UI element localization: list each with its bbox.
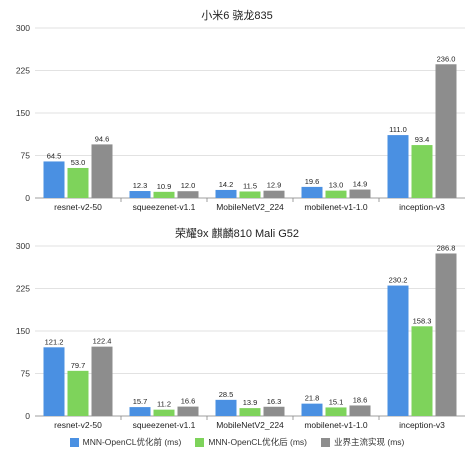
chart-2-bar-resnet-v2-50-s2 [67, 370, 89, 416]
chart-1-bar-mobilenetv2-224-s2 [239, 191, 261, 198]
chart-1-bar-mobilenet-v1-1-0-s3 [349, 189, 371, 198]
chart-1-y-tick-label-75: 75 [21, 151, 31, 161]
chart-1-bar-mobilenet-v1-1-0-s1 [301, 186, 323, 198]
chart-1-data-label-mobilenet-v1-1-0-s2: 13.0 [329, 181, 344, 190]
chart-2-bar-mobilenetv2-224-s3 [263, 406, 285, 416]
chart-1-data-label-squeezenet-v1-1-s1: 12.3 [133, 181, 148, 190]
chart-1-category-label-squeezenet-v1-1: squeezenet-v1.1 [133, 202, 196, 212]
chart-1-category-label-mobilenetv2-224: MobileNetV2_224 [216, 202, 284, 212]
chart-1-data-label-mobilenet-v1-1-0-s3: 14.9 [353, 180, 368, 189]
chart-1-data-label-mobilenetv2-224-s1: 14.2 [219, 180, 234, 189]
chart-1-category-label-inception-v3: inception-v3 [399, 202, 445, 212]
legend-label-mainstream: 业界主流实现 (ms) [334, 437, 405, 447]
legend-item-mainstream: 业界主流实现 (ms) [321, 436, 404, 448]
chart-2-category-label-resnet-v2-50: resnet-v2-50 [54, 420, 102, 430]
chart-1-data-label-squeezenet-v1-1-s3: 12.0 [181, 181, 196, 190]
chart-2-y-tick-label-300: 300 [16, 241, 30, 251]
chart-2-bar-inception-v3-s1 [387, 285, 409, 416]
legend-item-before: MNN-OpenCL优化前 (ms) [69, 436, 182, 448]
chart-2-data-label-inception-v3-s1: 230.2 [389, 276, 408, 285]
chart-2-y-tick-label-0: 0 [25, 411, 30, 421]
chart-1-data-label-resnet-v2-50-s1: 64.5 [47, 151, 62, 160]
legend-label-before: MNN-OpenCL优化前 (ms) [82, 437, 182, 447]
chart-2-bar-mobilenetv2-224-s1 [215, 399, 237, 416]
chart-2-data-label-resnet-v2-50-s1: 121.2 [45, 337, 64, 346]
chart-2-bar-resnet-v2-50-s3 [91, 346, 113, 416]
chart-2-data-label-inception-v3-s2: 158.3 [413, 316, 432, 325]
chart-2-data-label-squeezenet-v1-1-s3: 16.6 [181, 397, 196, 406]
chart-2-data-label-resnet-v2-50-s2: 79.7 [71, 361, 86, 370]
chart-2: 0 75 150 225 300 121.2 79.7 122.4 resnet-v2-50 15… [16, 241, 465, 430]
chart-1-bar-squeezenet-v1-1-s3 [177, 191, 199, 198]
chart-1-data-label-resnet-v2-50-s2: 53.0 [71, 158, 86, 167]
chart-1-bar-mobilenetv2-224-s3 [263, 190, 285, 198]
chart-2-bar-squeezenet-v1-1-s3 [177, 406, 199, 416]
chart-1-bar-squeezenet-v1-1-s1 [129, 191, 151, 198]
chart-1-category-label-mobilenet-v1-1-0: mobilenet-v1-1.0 [304, 202, 368, 212]
chart-2-y-tick-label-75: 75 [21, 369, 31, 379]
legend-swatch-mainstream [321, 437, 331, 447]
chart-1-data-label-mobilenet-v1-1-0-s1: 19.6 [305, 177, 320, 186]
chart-1-data-label-inception-v3-s1: 111.0 [389, 125, 407, 134]
chart-2-data-label-inception-v3-s3: 286.8 [437, 243, 456, 252]
chart-2-data-label-mobilenet-v1-1-0-s1: 21.8 [305, 394, 320, 403]
chart-1-y-tick-label-0: 0 [25, 193, 30, 203]
chart-1-bar-resnet-v2-50-s2 [67, 167, 89, 198]
chart-1-bar-inception-v3-s3 [435, 64, 457, 198]
chart-1-bar-squeezenet-v1-1-s2 [153, 191, 175, 198]
chart-2-category-label-mobilenet-v1-1-0: mobilenet-v1-1.0 [304, 420, 368, 430]
chart-1-bar-mobilenet-v1-1-0-s2 [325, 190, 347, 198]
chart-1-bar-resnet-v2-50-s3 [91, 144, 113, 198]
chart-1-title: 小米6 骁龙835 [201, 10, 273, 22]
chart-1-y-tick-label-300: 300 [16, 23, 30, 33]
chart-1-bar-inception-v3-s1 [387, 135, 409, 198]
chart-2-data-label-mobilenetv2-224-s3: 16.3 [267, 397, 282, 406]
chart-2-bar-mobilenet-v1-1-0-s1 [301, 403, 323, 416]
chart-1-y-tick-label-225: 225 [16, 66, 30, 76]
chart-2-category-label-mobilenetv2-224: MobileNetV2_224 [216, 420, 284, 430]
chart-1-bar-inception-v3-s2 [411, 145, 433, 198]
legend-label-after: MNN-OpenCL优化后 (ms) [208, 437, 308, 447]
chart-2-category-label-inception-v3: inception-v3 [399, 420, 445, 430]
chart-2-data-label-mobilenetv2-224-s1: 28.5 [219, 390, 234, 399]
chart-2-data-label-mobilenet-v1-1-0-s2: 15.1 [329, 397, 344, 406]
chart-2-bar-inception-v3-s2 [411, 326, 433, 416]
chart-2-title: 荣耀9x 麒麟810 Mali G52 [174, 228, 300, 240]
chart-2-bar-mobilenetv2-224-s2 [239, 408, 261, 416]
chart-1-data-label-inception-v3-s2: 93.4 [415, 135, 430, 144]
chart-1: 0 75 150 225 300 64.5 53.0 94.6 resnet-v2-50 12.3… [16, 23, 465, 212]
chart-2-bar-resnet-v2-50-s1 [43, 347, 65, 416]
chart-2-data-label-resnet-v2-50-s3: 122.4 [93, 337, 112, 346]
chart-2-data-label-squeezenet-v1-1-s1: 15.7 [133, 397, 148, 406]
legend: MNN-OpenCL优化前 (ms) MNN-OpenCL优化后 (ms) 业界… [0, 435, 474, 449]
chart-2-data-label-mobilenet-v1-1-0-s3: 18.6 [353, 395, 368, 404]
chart-2-category-label-squeezenet-v1-1: squeezenet-v1.1 [133, 420, 196, 430]
chart-1-y-tick-label-150: 150 [16, 108, 30, 118]
chart-1-data-label-resnet-v2-50-s3: 94.6 [95, 134, 110, 143]
chart-2-y-tick-label-225: 225 [16, 284, 30, 294]
chart-2-bar-squeezenet-v1-1-s1 [129, 407, 151, 416]
chart-2-data-label-squeezenet-v1-1-s2: 11.2 [157, 400, 171, 409]
chart-1-data-label-inception-v3-s3: 236.0 [437, 54, 456, 63]
chart-1-data-label-mobilenetv2-224-s2: 11.5 [243, 181, 257, 190]
chart-2-bar-mobilenet-v1-1-0-s2 [325, 407, 347, 416]
chart-2-y-tick-label-150: 150 [16, 326, 30, 336]
legend-swatch-before [69, 437, 79, 447]
legend-item-after: MNN-OpenCL优化后 (ms) [195, 436, 307, 448]
chart-2-bar-mobilenet-v1-1-0-s3 [349, 405, 371, 416]
chart-2-bar-inception-v3-s3 [435, 253, 457, 416]
chart-2-bar-squeezenet-v1-1-s2 [153, 409, 175, 416]
chart-1-bar-resnet-v2-50-s1 [43, 161, 65, 198]
chart-1-category-label-resnet-v2-50: resnet-v2-50 [54, 202, 102, 212]
chart-1-data-label-mobilenetv2-224-s3: 12.9 [267, 181, 282, 190]
chart-1-bar-mobilenetv2-224-s1 [215, 189, 237, 198]
chart-2-data-label-mobilenetv2-224-s2: 13.9 [243, 398, 258, 407]
legend-swatch-after [195, 437, 205, 447]
chart-1-data-label-squeezenet-v1-1-s2: 10.9 [157, 182, 172, 191]
